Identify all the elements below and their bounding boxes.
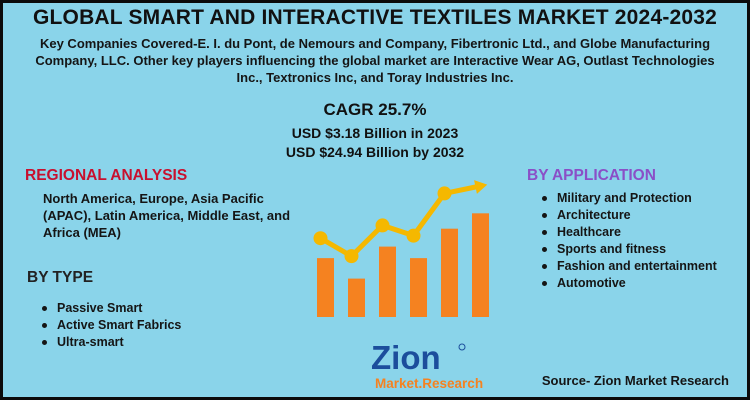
key-companies-text: Key Companies Covered-E. I. du Pont, de … [35, 36, 715, 85]
chart-bar [348, 278, 365, 317]
market-value-2032: USD $24.94 Billion by 2032 [285, 144, 465, 160]
by-type-list: Passive Smart Active Smart Fabrics Ultra… [39, 300, 181, 351]
application-item-military: Military and Protection [539, 190, 717, 207]
application-item-architecture: Architecture [539, 207, 717, 224]
source-credit: Source- Zion Market Research [541, 373, 729, 388]
regional-analysis-text: North America, Europe, Asia Pacific (APA… [43, 191, 291, 240]
registered-mark-icon [458, 343, 466, 351]
by-type-heading: BY TYPE [27, 269, 94, 286]
application-item-healthcare: Healthcare [539, 224, 717, 241]
by-application-heading: BY APPLICATION [527, 167, 656, 184]
trend-point [313, 231, 328, 246]
type-item-active-smart-fabrics: Active Smart Fabrics [39, 317, 181, 334]
trend-point [375, 218, 390, 233]
chart-bar [441, 228, 458, 317]
trend-point [437, 186, 452, 201]
application-item-automotive: Automotive [539, 275, 717, 292]
type-item-passive-smart: Passive Smart [39, 300, 181, 317]
page-title: GLOBAL SMART AND INTERACTIVE TEXTILES MA… [32, 6, 718, 29]
market-value-2023: USD $3.18 Billion in 2023 [291, 125, 459, 141]
logo-wordmark: Zion [371, 339, 441, 376]
type-item-ultra-smart: Ultra-smart [39, 334, 181, 351]
by-application-list: Military and Protection Architecture Hea… [539, 190, 717, 292]
application-item-sports: Sports and fitness [539, 241, 717, 258]
chart-bar [410, 258, 427, 317]
application-item-fashion: Fashion and entertainment [539, 258, 717, 275]
chart-bar [472, 213, 489, 317]
arrow-head-icon [474, 180, 488, 194]
logo-subtitle: Market.Research [375, 376, 483, 391]
chart-bar [379, 246, 396, 317]
cagr-rate: CAGR 25.7% [323, 100, 427, 119]
trend-point [344, 249, 359, 264]
chart-bar [317, 258, 334, 317]
growth-chart-illustration [313, 180, 489, 317]
zion-logo: Zion Market.Research [371, 339, 483, 391]
trend-point [406, 228, 421, 243]
regional-analysis-heading: REGIONAL ANALYSIS [25, 167, 188, 184]
